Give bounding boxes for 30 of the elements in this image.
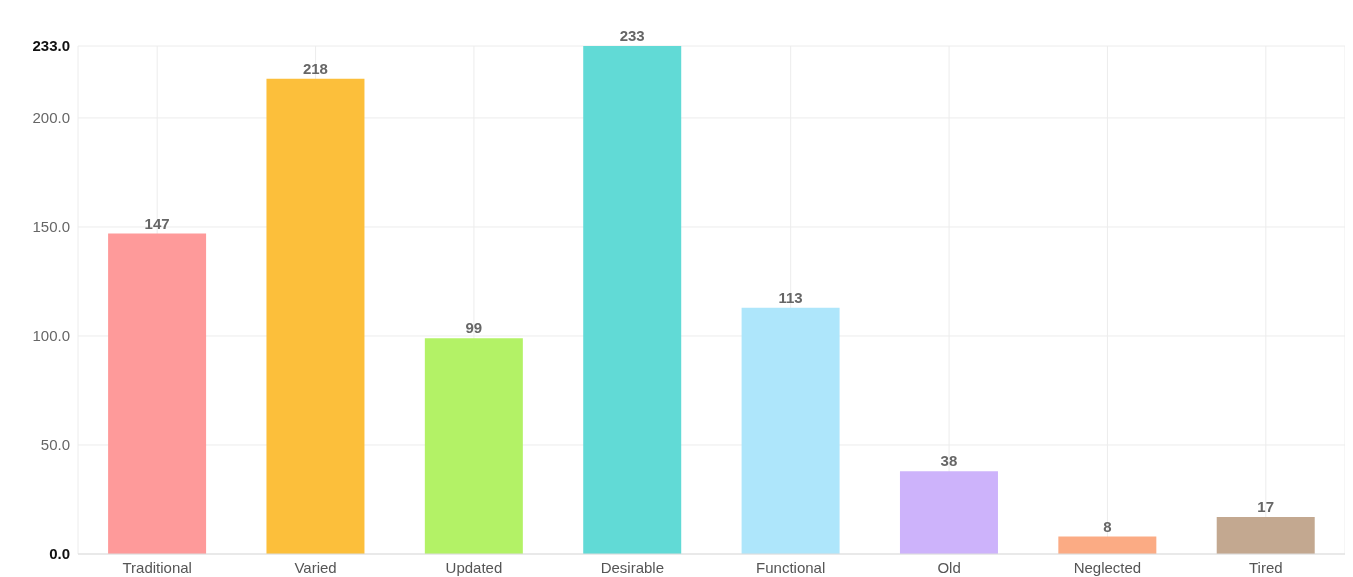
bar <box>266 78 365 554</box>
data-label: 8 <box>1103 517 1112 535</box>
x-tick-label: Tired <box>1249 558 1283 576</box>
bar <box>424 338 523 554</box>
x-tick-label: Desirable <box>600 558 664 576</box>
data-label: 17 <box>1257 497 1275 515</box>
x-tick-label: Updated <box>445 558 503 576</box>
y-tick-label: 50.0 <box>40 435 70 453</box>
data-label: 233 <box>619 27 645 44</box>
bar <box>108 233 207 554</box>
bar <box>741 307 840 554</box>
x-tick-label: Old <box>937 558 961 576</box>
y-tick-label: 233.0 <box>32 37 70 54</box>
y-tick-label: 100.0 <box>32 326 70 344</box>
y-tick-label: 200.0 <box>32 108 70 126</box>
data-label: 218 <box>302 59 328 77</box>
y-tick-label: 0.0 <box>49 545 70 562</box>
data-label: 113 <box>778 288 803 306</box>
x-tick-label: Traditional <box>122 558 192 576</box>
data-label: 147 <box>144 214 170 232</box>
x-tick-label: Neglected <box>1073 558 1142 576</box>
bar <box>1216 516 1315 554</box>
bar <box>583 46 682 554</box>
data-label: 99 <box>465 319 483 337</box>
data-label: 38 <box>940 452 958 470</box>
bar <box>899 471 998 554</box>
x-tick-label: Varied <box>294 558 337 576</box>
bar <box>1058 536 1157 554</box>
y-tick-label: 150.0 <box>32 217 70 235</box>
x-tick-label: Functional <box>756 558 826 576</box>
